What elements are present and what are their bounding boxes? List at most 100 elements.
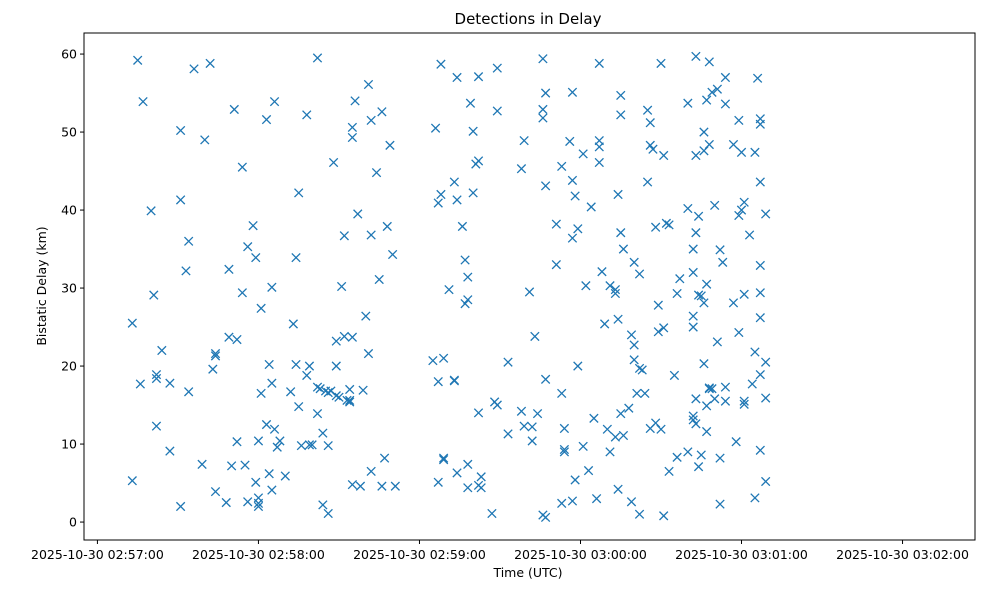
data-point xyxy=(280,471,290,481)
data-point xyxy=(567,233,578,243)
data-point xyxy=(165,446,175,456)
data-point xyxy=(618,244,629,254)
data-point xyxy=(626,497,637,507)
data-point xyxy=(594,58,604,69)
data-point xyxy=(232,334,242,345)
data-point xyxy=(527,436,537,446)
data-point xyxy=(331,361,341,371)
data-point xyxy=(296,440,307,451)
data-point xyxy=(208,364,218,374)
data-point xyxy=(377,481,387,491)
data-point xyxy=(565,136,575,147)
data-point xyxy=(602,424,612,434)
data-point xyxy=(540,374,551,384)
data-point xyxy=(613,314,623,324)
x-axis-title: Time (UTC) xyxy=(492,565,562,580)
data-point xyxy=(350,96,360,106)
data-point xyxy=(318,500,328,510)
data-point xyxy=(642,105,653,115)
data-point xyxy=(189,64,199,74)
data-point xyxy=(294,188,304,198)
data-point xyxy=(436,59,446,69)
data-point xyxy=(492,63,502,73)
data-point xyxy=(438,453,449,463)
data-point xyxy=(707,87,717,97)
data-point xyxy=(387,249,398,260)
data-point xyxy=(492,400,502,410)
data-point xyxy=(516,164,527,174)
data-point xyxy=(304,361,315,371)
data-point xyxy=(538,113,548,123)
data-point xyxy=(645,118,655,128)
data-point xyxy=(755,177,765,187)
data-point xyxy=(449,177,460,187)
data-markers xyxy=(127,51,771,523)
data-point xyxy=(444,284,454,295)
data-point xyxy=(253,498,264,508)
data-point xyxy=(591,494,602,504)
data-point xyxy=(691,419,701,429)
data-point xyxy=(720,382,731,392)
data-point xyxy=(672,288,682,299)
data-point xyxy=(366,466,376,477)
data-point xyxy=(559,444,570,455)
data-point xyxy=(457,221,468,232)
data-point xyxy=(594,157,604,168)
data-point xyxy=(473,72,484,82)
data-point xyxy=(688,415,698,425)
data-point xyxy=(248,221,258,231)
data-point xyxy=(755,288,765,298)
y-tick-label: 50 xyxy=(61,125,77,140)
data-point xyxy=(347,479,358,490)
data-point xyxy=(669,370,680,381)
data-point xyxy=(288,319,298,329)
data-point xyxy=(184,387,194,397)
data-point xyxy=(664,466,674,477)
data-point xyxy=(656,424,666,434)
data-point xyxy=(750,493,760,503)
data-point xyxy=(567,496,578,506)
data-point xyxy=(634,269,645,279)
y-tick-label: 30 xyxy=(61,281,77,296)
y-tick-label: 40 xyxy=(61,203,77,218)
data-point xyxy=(436,189,446,200)
data-point xyxy=(175,125,186,136)
data-point xyxy=(256,388,266,399)
data-point xyxy=(243,497,253,507)
data-point xyxy=(728,139,739,150)
data-point xyxy=(463,483,473,493)
data-point xyxy=(463,272,473,282)
data-point xyxy=(307,440,317,450)
x-tick-label: 2025-10-30 03:00:00 xyxy=(514,547,647,562)
data-point xyxy=(312,53,323,63)
data-point xyxy=(693,462,704,472)
data-point xyxy=(718,257,728,267)
data-point xyxy=(755,260,765,271)
data-point xyxy=(240,460,250,470)
data-point xyxy=(256,303,266,313)
data-point xyxy=(761,209,771,219)
data-point xyxy=(226,461,237,471)
x-tick-label: 2025-10-30 02:59:00 xyxy=(353,547,486,562)
data-point xyxy=(261,419,272,430)
data-point xyxy=(272,442,282,452)
data-point xyxy=(755,445,765,455)
data-point xyxy=(626,330,637,340)
data-point xyxy=(707,384,717,394)
data-point xyxy=(570,191,580,201)
data-point xyxy=(503,357,513,367)
data-point xyxy=(637,365,647,375)
data-point xyxy=(157,345,167,356)
data-point xyxy=(653,300,663,310)
data-point xyxy=(135,379,146,389)
data-point xyxy=(133,55,143,65)
data-point xyxy=(734,210,744,221)
data-point xyxy=(253,436,264,446)
data-point xyxy=(693,290,704,300)
data-point xyxy=(269,424,280,434)
data-point xyxy=(715,245,725,255)
data-point xyxy=(433,198,443,208)
data-point xyxy=(151,421,162,431)
data-point xyxy=(366,230,376,240)
data-point xyxy=(613,484,623,494)
